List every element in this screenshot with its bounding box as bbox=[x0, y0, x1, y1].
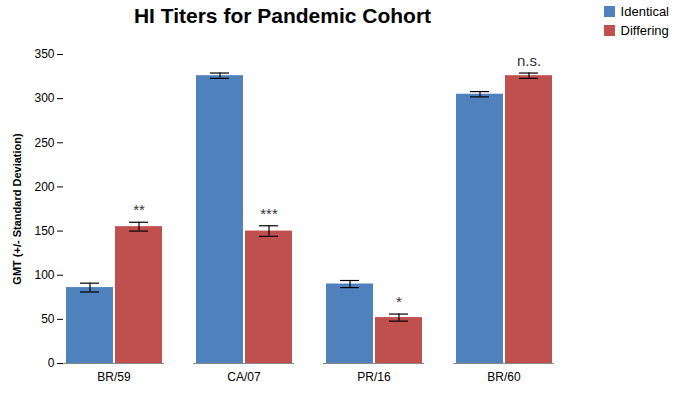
svg-text:CA/07: CA/07 bbox=[227, 370, 261, 384]
svg-text:250: 250 bbox=[34, 136, 54, 150]
html-text:Differing: Differing bbox=[620, 23, 669, 38]
svg-text:PR/16: PR/16 bbox=[357, 370, 391, 384]
svg-text:BR/60: BR/60 bbox=[487, 370, 521, 384]
svg-text:**: ** bbox=[133, 201, 145, 218]
svg-text:350: 350 bbox=[34, 47, 54, 61]
svg-text:50: 50 bbox=[41, 312, 55, 326]
svg-text:300: 300 bbox=[34, 91, 54, 105]
svg-text:200: 200 bbox=[34, 180, 54, 194]
svg-text:n.s.: n.s. bbox=[517, 52, 541, 69]
html-text:Identical: Identical bbox=[620, 4, 669, 19]
svg-text:100: 100 bbox=[34, 268, 54, 282]
svg-text:BR/59: BR/59 bbox=[97, 370, 131, 384]
svg-text:GMT (+/- Standard Deviation): GMT (+/- Standard Deviation) bbox=[11, 133, 23, 285]
svg-text:***: *** bbox=[260, 205, 278, 222]
html-text:HI Titers for Pandemic Cohort: HI Titers for Pandemic Cohort bbox=[133, 4, 432, 27]
svg-text:150: 150 bbox=[34, 224, 54, 238]
svg-text:*: * bbox=[396, 293, 402, 310]
svg-text:0: 0 bbox=[48, 356, 55, 370]
